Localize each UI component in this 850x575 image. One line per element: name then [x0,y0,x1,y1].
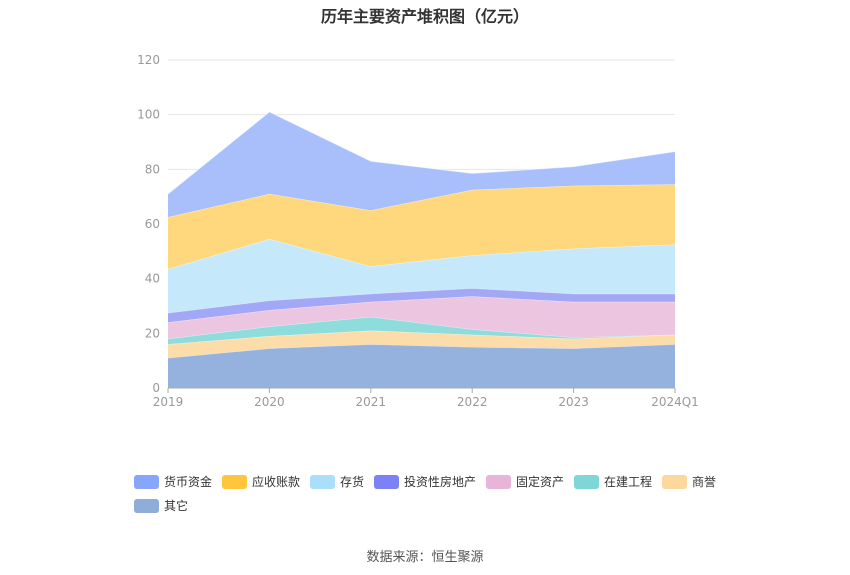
y-tick-label: 40 [145,272,160,286]
x-tick-label: 2020 [254,395,285,409]
y-tick-label: 0 [152,381,160,395]
chart-title: 历年主要资产堆积图（亿元） [320,7,529,26]
x-tick-label: 2023 [558,395,589,409]
legend-label[interactable]: 在建工程 [604,474,652,489]
x-tick-label: 2022 [457,395,488,409]
legend-swatch[interactable] [310,475,335,489]
legend-label[interactable]: 商誉 [692,474,716,489]
x-tick-label: 2019 [153,395,184,409]
legend-swatch[interactable] [486,475,511,489]
stacked-area-chart: 0 20 40 60 80 100 120 2019 2020 2021 2022 2023 2024Q… [134,53,716,513]
legend-swatch[interactable] [374,475,399,489]
area-series[interactable] [168,184,675,270]
legend-label[interactable]: 应收账款 [252,474,300,489]
legend-label[interactable]: 其它 [164,498,188,513]
x-tick-label: 2021 [356,395,387,409]
legend-swatch[interactable] [662,475,687,489]
y-tick-label: 100 [137,108,160,122]
area-series[interactable] [168,111,675,218]
area-series[interactable] [168,344,675,388]
x-tick-label: 2024Q1 [651,395,699,409]
legend-swatch[interactable] [574,475,599,489]
legend-label[interactable]: 固定资产 [516,474,564,489]
area-series[interactable] [168,239,675,313]
area-edge [167,343,676,359]
legend-label[interactable]: 投资性房地产 [404,474,476,489]
y-tick-label: 80 [145,162,160,176]
legend-swatch[interactable] [134,475,159,489]
area-edge [167,111,676,195]
legend-label[interactable]: 货币资金 [164,474,212,489]
y-tick-label: 120 [137,53,160,67]
area-series[interactable] [168,316,675,345]
data-source: 数据来源：恒生聚源 [366,550,484,565]
y-tick-label: 60 [145,217,160,231]
area-series[interactable] [168,296,675,339]
legend-swatch[interactable] [134,499,159,513]
y-tick-label: 20 [145,326,160,340]
area-series[interactable] [168,288,675,323]
legend-swatch[interactable] [222,475,247,489]
area-series[interactable] [168,330,675,358]
legend-label[interactable]: 存货 [340,474,364,489]
